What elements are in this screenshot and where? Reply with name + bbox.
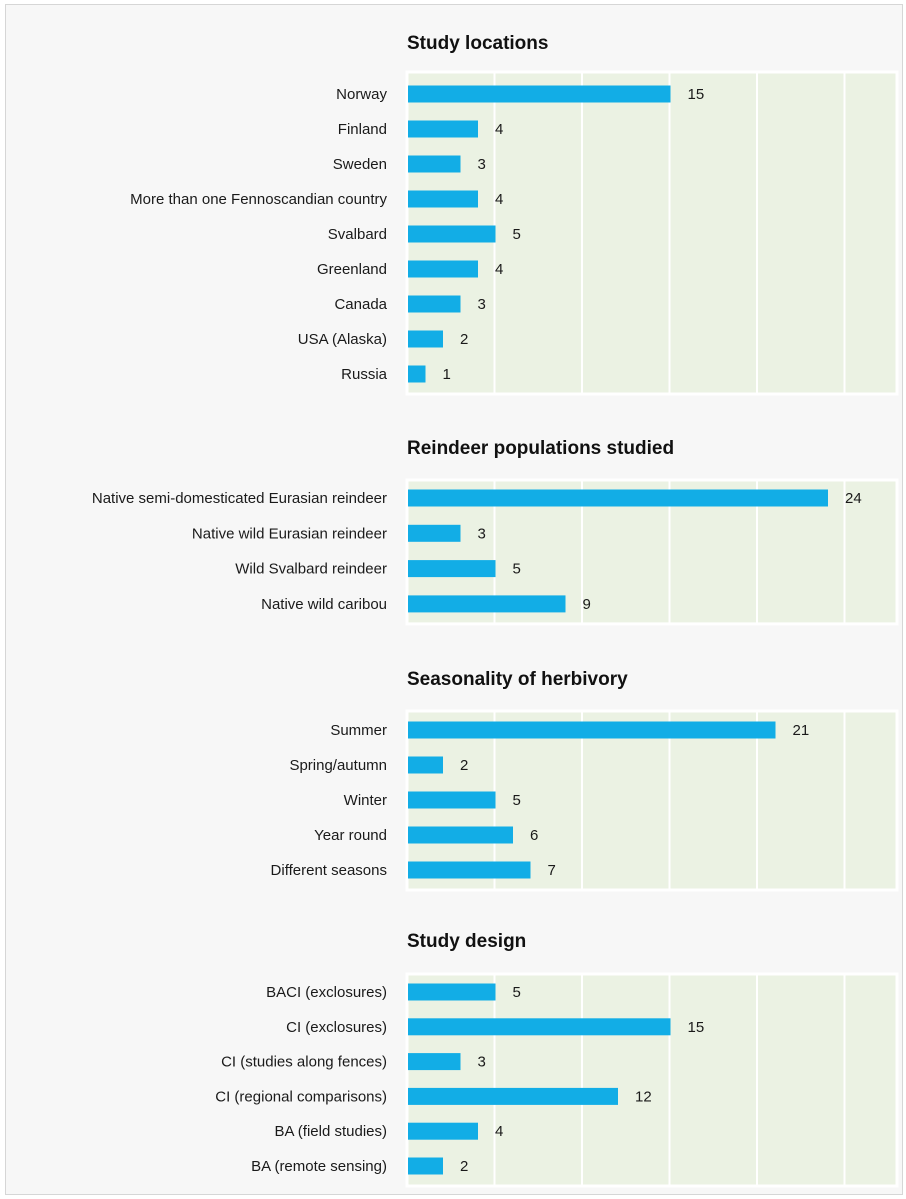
bar [408,225,496,243]
category-label: USA (Alaska) [298,331,387,348]
category-label: Native wild caribou [261,596,387,613]
category-label: BACI (exclosures) [266,984,387,1001]
value-label: 5 [513,792,521,809]
bar [408,756,443,774]
chart-title: Study design [407,931,526,952]
bar [408,489,828,507]
bar [408,1087,618,1105]
bar [408,365,426,383]
value-label: 2 [460,1158,468,1175]
value-label: 2 [460,331,468,348]
value-label: 15 [688,1019,705,1036]
bar [408,295,461,313]
value-label: 7 [548,862,556,879]
category-label: Sweden [333,156,387,173]
category-label: Different seasons [271,862,387,879]
bar [408,155,461,173]
chart-title: Seasonality of herbivory [407,669,628,690]
category-label: CI (exclosures) [286,1019,387,1036]
bar [408,1053,461,1071]
category-label: CI (studies along fences) [221,1054,387,1071]
bar [408,1157,443,1175]
category-label: Summer [330,722,387,739]
value-label: 6 [530,827,538,844]
bar [408,190,478,208]
category-label: More than one Fennoscandian country [130,191,387,208]
bar [408,120,478,138]
category-label: BA (remote sensing) [251,1158,387,1175]
value-label: 4 [495,191,503,208]
bar [408,1122,478,1140]
value-label: 4 [495,1123,503,1140]
value-label: 4 [495,261,503,278]
plot-area [405,972,899,1188]
category-label: Canada [334,296,387,313]
bar [408,595,566,613]
category-label: Year round [314,827,387,844]
bar [408,85,671,103]
figure-panel: Study locations Norway 15 Finland 4 Sweden 3 Mo… [5,4,903,1195]
value-label: 5 [513,226,521,243]
category-label: Finland [338,121,387,138]
category-label: Greenland [317,261,387,278]
category-label: Native semi-domesticated Eurasian reinde… [92,490,387,507]
value-label: 5 [513,561,521,578]
bar [408,1018,671,1036]
bar [408,826,513,844]
bar [408,330,443,348]
category-label: Native wild Eurasian reindeer [192,525,387,542]
category-label: Winter [344,792,387,809]
plot-area [405,709,899,892]
value-label: 4 [495,121,503,138]
value-label: 12 [635,1088,652,1105]
value-label: 24 [845,490,862,507]
bar [408,560,496,578]
bar [408,260,478,278]
value-label: 1 [443,366,451,383]
value-label: 21 [793,722,810,739]
category-label: Wild Svalbard reindeer [235,561,387,578]
value-label: 3 [478,1054,486,1071]
category-label: Spring/autumn [289,757,387,774]
value-label: 2 [460,757,468,774]
value-label: 3 [478,156,486,173]
value-label: 15 [688,86,705,103]
value-label: 3 [478,525,486,542]
category-label: Norway [336,86,387,103]
category-label: BA (field studies) [274,1123,387,1140]
category-label: CI (regional comparisons) [215,1088,387,1105]
category-label: Svalbard [328,226,387,243]
bar [408,721,776,739]
chart-title: Study locations [407,33,548,54]
value-label: 9 [583,596,591,613]
bar [408,983,496,1001]
value-label: 3 [478,296,486,313]
value-label: 5 [513,984,521,1001]
category-label: Russia [341,366,388,383]
bar [408,861,531,879]
bar [408,524,461,542]
bar [408,791,496,809]
chart-title: Reindeer populations studied [407,438,674,459]
